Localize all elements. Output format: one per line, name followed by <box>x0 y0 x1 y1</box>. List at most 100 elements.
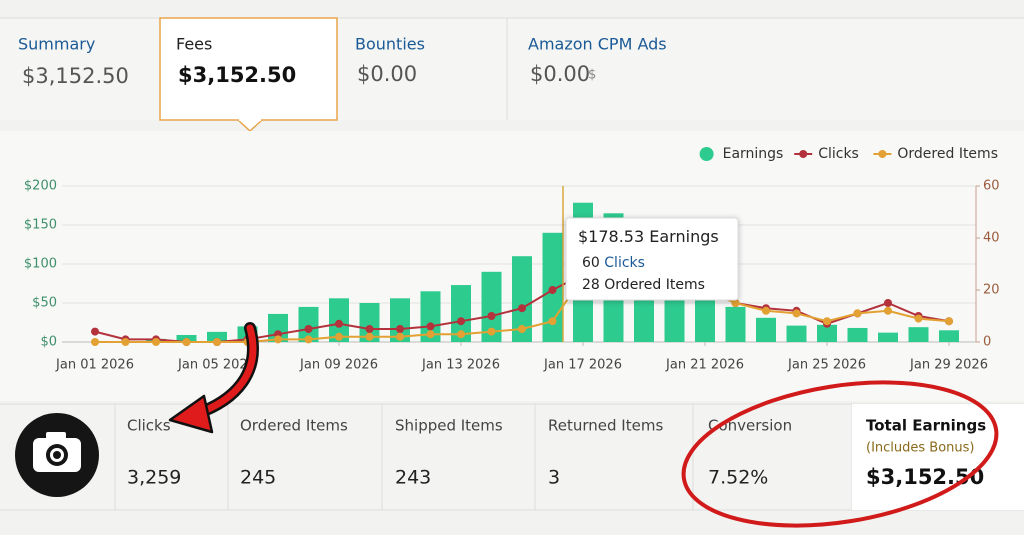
point <box>304 335 313 344</box>
x-tick-label: Jan 29 2026 <box>909 358 988 373</box>
stat-label: Shipped Items <box>395 417 503 435</box>
tab-label[interactable]: Fees <box>176 35 212 54</box>
y-tick-label: $100 <box>24 257 57 272</box>
point <box>518 304 526 313</box>
bar <box>908 327 929 342</box>
bar <box>481 271 502 342</box>
active-tab[interactable] <box>159 17 338 121</box>
point <box>457 330 465 339</box>
tooltip-line: 28 Ordered Items <box>582 277 705 293</box>
bar <box>420 291 441 342</box>
x-tick-label: Jan 21 2026 <box>665 358 744 373</box>
tooltip-line: 60 Clicks <box>582 255 645 271</box>
point <box>853 309 862 318</box>
point <box>426 322 435 331</box>
tab-strip <box>0 18 1024 120</box>
y-tick-label: $150 <box>24 218 57 233</box>
y2-tick-label: 0 <box>983 335 991 350</box>
bar <box>207 331 227 342</box>
tab-amount: $3,152.50 <box>178 63 296 87</box>
point <box>548 286 557 294</box>
point <box>335 332 343 341</box>
point <box>823 317 831 326</box>
bar <box>512 256 532 342</box>
point <box>304 325 313 333</box>
stat-value: 245 <box>240 467 276 489</box>
stat-label: Ordered Items <box>240 417 348 435</box>
point <box>121 338 130 346</box>
point <box>365 325 374 333</box>
camera-icon[interactable] <box>15 413 99 497</box>
bar <box>878 332 898 342</box>
point <box>731 299 740 307</box>
stat-label: Returned Items <box>548 417 663 435</box>
point <box>426 330 435 339</box>
bar <box>634 296 654 342</box>
tab-amount: $0.00 <box>357 62 417 86</box>
bar <box>756 317 776 342</box>
x-tick-label: Jan 25 2026 <box>787 358 866 373</box>
point <box>518 325 526 333</box>
bar <box>298 306 319 342</box>
tab-suffix: $ <box>588 68 596 83</box>
bar <box>664 298 685 342</box>
tab-amount: $3,152.50 <box>22 64 129 88</box>
red-ellipse <box>681 380 999 528</box>
y-tick-label: $0 <box>40 335 57 350</box>
tooltip-text: 28 <box>582 277 600 293</box>
x-tick-label: Jan 05 2026 <box>177 358 256 373</box>
x-tick-label: Jan 13 2026 <box>421 358 500 373</box>
tooltip-text: Clicks <box>604 255 645 271</box>
point <box>274 335 282 344</box>
point <box>91 338 99 346</box>
stat-value: 3 <box>548 467 560 489</box>
bar <box>725 306 746 342</box>
point <box>487 312 496 320</box>
bar <box>847 327 868 342</box>
tab-label[interactable]: Summary <box>18 35 95 54</box>
tab-label[interactable]: Bounties <box>355 35 425 54</box>
point <box>914 314 923 323</box>
point <box>487 327 496 336</box>
stat-label: Total Earnings <box>866 417 986 435</box>
point <box>792 309 801 318</box>
tab-pointer <box>237 119 263 133</box>
stat-value: 7.52% <box>708 467 768 489</box>
point <box>213 338 221 346</box>
bar <box>786 325 807 342</box>
y2-tick-label: 20 <box>983 283 1000 298</box>
point <box>91 327 99 336</box>
stat-note: (Includes Bonus) <box>866 441 975 456</box>
stat-value: 243 <box>395 467 431 489</box>
point <box>396 325 404 333</box>
y-tick-label: $50 <box>32 296 57 311</box>
point <box>182 338 191 346</box>
tooltip-text: Earnings <box>649 227 718 246</box>
point <box>365 332 374 341</box>
legend-swatch <box>878 150 887 158</box>
y2-tick-label: 40 <box>983 231 1000 246</box>
point <box>396 332 404 341</box>
tooltip-text: 60 <box>582 255 600 271</box>
tab-label[interactable]: Amazon CPM Ads <box>528 35 667 54</box>
bar <box>817 324 837 342</box>
legend-swatch <box>699 147 714 161</box>
point <box>762 306 770 315</box>
chart: $0 $50 $100 $150 $200 0 20 40 60 Jan 01 2026 Jan 0… <box>24 146 1000 373</box>
y2-tick-label: 60 <box>983 179 1000 194</box>
point <box>884 306 892 315</box>
x-tick-label: Jan 09 2026 <box>299 358 378 373</box>
point <box>457 317 465 326</box>
tab-amount: $0.00 <box>530 62 590 86</box>
x-tick-label: Jan 01 2026 <box>55 358 134 373</box>
bar <box>390 298 410 342</box>
stat-value: 3,259 <box>127 467 181 489</box>
x-tick-label: Jan 17 2026 <box>543 358 622 373</box>
tooltip-box <box>565 217 739 301</box>
bar <box>451 285 471 342</box>
point <box>152 338 160 346</box>
stat-value: $3,152.50 <box>866 465 984 489</box>
legend-label: Ordered Items <box>897 146 998 162</box>
point <box>945 317 953 326</box>
